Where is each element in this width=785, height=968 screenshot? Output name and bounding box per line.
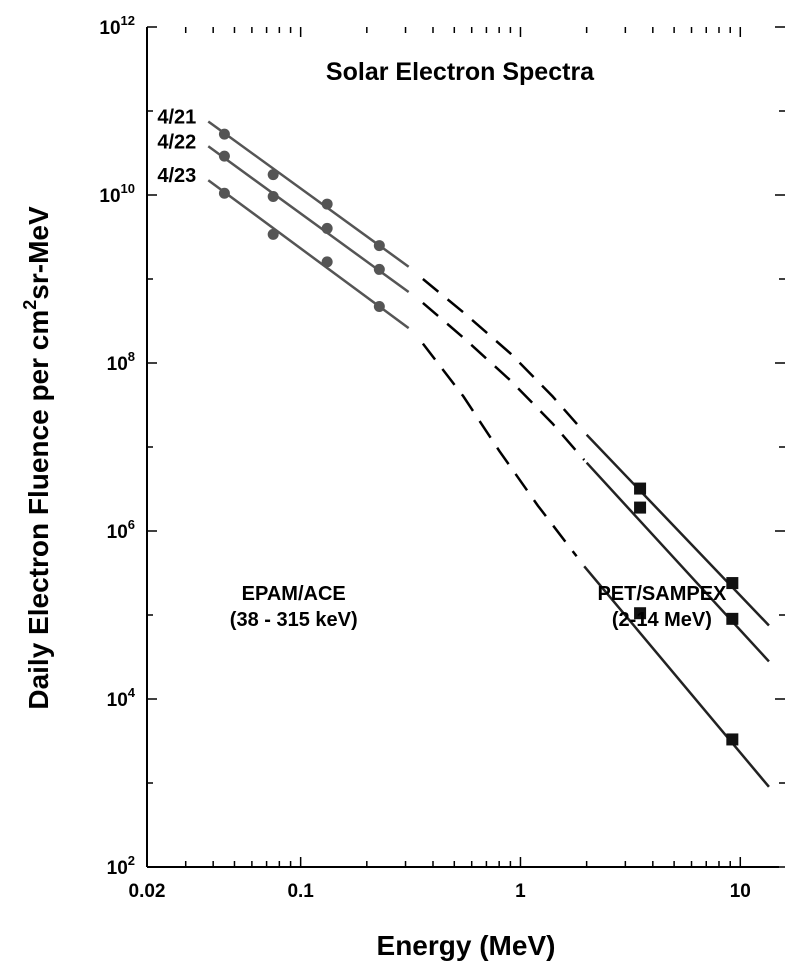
annotation-line: (38 - 315 keV) <box>230 609 358 631</box>
y-tick-label: 1010 <box>99 181 135 207</box>
axis-tick-labels: 0.02 0.1 1 10 102 104 106 108 1010 1012 <box>99 13 750 902</box>
series-high-fit-line <box>585 461 770 663</box>
series-labels: 4/21 4/22 4/23 <box>157 106 196 187</box>
chart-title: Solar Electron Spectra <box>326 58 595 86</box>
epam-data-point <box>373 301 385 313</box>
y-tick-label: 104 <box>107 685 136 711</box>
annotations: EPAM/ACE (38 - 315 keV) PET/SAMPEX (2-14 Me… <box>230 583 727 631</box>
epam-data-point <box>218 128 230 140</box>
series-label: 4/22 <box>157 131 196 153</box>
series-group <box>207 120 770 788</box>
y-tick-label: 102 <box>107 853 135 879</box>
series-high-fit-line <box>585 433 770 627</box>
annotation-line: PET/SAMPEX <box>597 583 727 605</box>
x-tick-label: 0.02 <box>129 881 166 902</box>
series-label: 4/23 <box>157 165 196 187</box>
series-label: 4/21 <box>157 106 196 128</box>
x-tick-label: 10 <box>730 881 751 902</box>
annotation-line: EPAM/ACE <box>242 583 346 605</box>
pet-data-point <box>634 607 647 620</box>
series-dashed-interpolation <box>422 301 586 461</box>
annotation-line: (2-14 MeV) <box>612 609 712 631</box>
y-tick-label: 108 <box>107 349 135 375</box>
x-tick-label: 0.1 <box>287 881 314 902</box>
plot-frame <box>146 27 779 868</box>
epam-data-point <box>321 198 333 210</box>
y-tick-label: 106 <box>107 517 135 543</box>
data-points <box>218 128 739 746</box>
pet-data-point <box>726 577 739 590</box>
pet-data-point <box>726 733 739 746</box>
epam-data-point <box>373 263 385 275</box>
epam-data-point <box>321 256 333 268</box>
x-axis-title: Energy (MeV) <box>377 930 556 961</box>
series-dashed-interpolation <box>422 278 586 434</box>
epam-data-point <box>373 240 385 252</box>
y-axis-title-superscript: 2 <box>20 300 40 310</box>
y-axis-title-prefix: Daily Electron Fluence per cm <box>23 310 54 710</box>
pet-data-point <box>726 612 739 625</box>
pet-data-point <box>634 482 647 495</box>
series-4-21 <box>207 120 770 627</box>
axis-ticks <box>146 26 785 868</box>
pet-data-point <box>634 501 647 514</box>
series-dashed-interpolation <box>421 342 578 558</box>
epam-data-point <box>267 190 279 202</box>
y-axis-title: Daily Electron Fluence per cm2sr-MeV <box>20 206 54 710</box>
epam-data-point <box>267 228 279 240</box>
x-tick-label: 1 <box>515 881 526 902</box>
epam-data-point <box>218 150 230 162</box>
y-axis-title-suffix: sr-MeV <box>23 206 54 300</box>
series-4-23 <box>207 179 770 788</box>
y-tick-label: 1012 <box>99 13 135 39</box>
epam-data-point <box>267 169 279 181</box>
epam-data-point <box>218 187 230 199</box>
series-high-fit-line <box>583 565 770 788</box>
epam-data-point <box>321 222 333 234</box>
